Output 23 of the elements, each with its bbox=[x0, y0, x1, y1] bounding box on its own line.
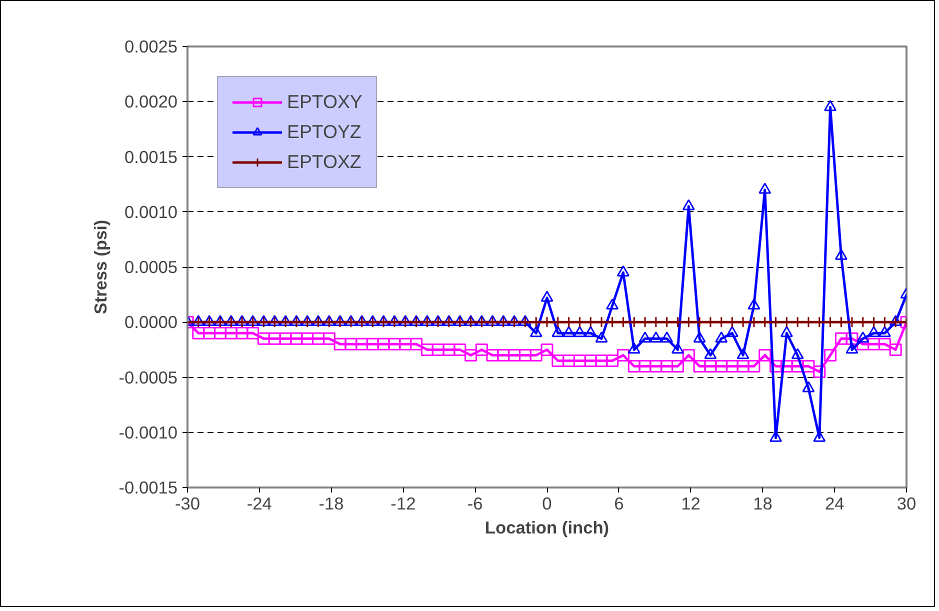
x-tick-label: -6 bbox=[467, 494, 483, 514]
x-tick-label: -12 bbox=[390, 494, 416, 514]
y-tick-label: 0.0015 bbox=[124, 146, 178, 167]
x-tick-label: -24 bbox=[246, 494, 272, 514]
legend-label: EPTOXY bbox=[287, 91, 362, 113]
y-tick-label: -0.0005 bbox=[118, 367, 178, 388]
x-tick-label: 0 bbox=[542, 494, 552, 514]
x-tick-label: 24 bbox=[824, 494, 845, 514]
x-tick-label: 6 bbox=[614, 494, 624, 514]
y-tick-label: 0.0025 bbox=[124, 36, 178, 56]
y-tick-label: 0.0005 bbox=[124, 257, 178, 277]
x-axis-title: Location (inch) bbox=[484, 518, 610, 538]
x-tick-label: 18 bbox=[753, 494, 772, 514]
x-tick-label: 12 bbox=[681, 494, 700, 514]
y-axis-title: Stress (psi) bbox=[90, 220, 111, 314]
x-tick-label: 30 bbox=[896, 494, 916, 514]
y-tick-label: 0.0020 bbox=[124, 92, 178, 112]
x-tick-label: -18 bbox=[318, 494, 344, 514]
y-tick-label: 0.0010 bbox=[124, 202, 178, 222]
legend-label: EPTOXZ bbox=[287, 151, 362, 173]
legend-label: EPTOYZ bbox=[287, 121, 362, 143]
y-tick-label: 0.0000 bbox=[124, 312, 178, 332]
y-tick-label: -0.0010 bbox=[118, 422, 178, 442]
